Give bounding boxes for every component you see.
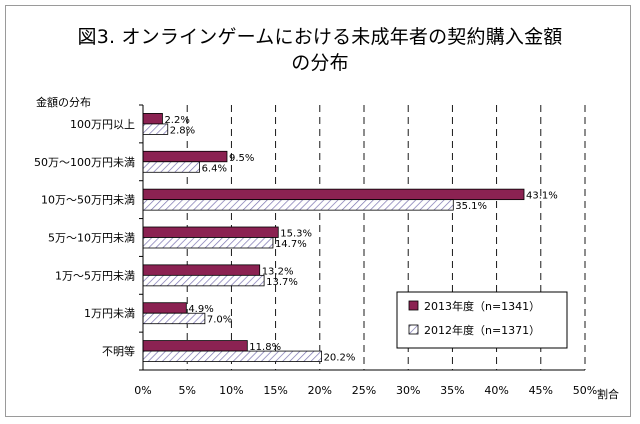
y-category-label: 1万円未満 bbox=[84, 307, 135, 320]
bar-2012 bbox=[142, 312, 206, 325]
y-category-label: 10万～50万円未満 bbox=[41, 194, 135, 207]
data-label: 20.2% bbox=[324, 353, 356, 364]
bar-2012 bbox=[142, 350, 322, 362]
bar-2013 bbox=[142, 302, 187, 314]
legend-box bbox=[396, 291, 568, 349]
x-tick-label: 50% bbox=[573, 384, 597, 397]
x-tick-label: 45% bbox=[529, 384, 553, 397]
axes: 0% 5% 10% 15% 20% 25% 30% 35% 40% 45% 50% 100万円以上 50… bbox=[34, 104, 597, 397]
legend-label-2012: 2012年度（n=1371） bbox=[424, 323, 540, 337]
chart-title-line-1: 図3. オンラインゲームにおける未成年者の契約購入金額 bbox=[77, 26, 563, 48]
y-category-label: 1万～5万円未満 bbox=[55, 269, 135, 282]
x-tick-label: 35% bbox=[440, 384, 464, 397]
y-category-label: 50万～100万円未満 bbox=[34, 156, 135, 169]
bar-2013 bbox=[142, 226, 279, 238]
data-label: 15.3% bbox=[280, 229, 312, 240]
bar-2012 bbox=[142, 237, 274, 249]
bar-2013 bbox=[142, 150, 228, 163]
data-label: 4.9% bbox=[188, 304, 213, 315]
x-tick-label: 40% bbox=[484, 384, 508, 397]
x-axis-label: 割合 bbox=[597, 387, 619, 401]
x-tick-label: 25% bbox=[352, 384, 376, 397]
data-label: 2.2% bbox=[164, 115, 189, 126]
legend-swatch-2013 bbox=[408, 300, 419, 311]
legend: 2013年度（n=1341） 2012年度（n=1371） bbox=[396, 291, 568, 349]
data-label: 7.0% bbox=[207, 315, 232, 326]
data-label: 2.8% bbox=[170, 125, 195, 136]
data-label: 9.5% bbox=[229, 153, 254, 164]
bar-2013 bbox=[142, 188, 525, 201]
legend-swatch-2012 bbox=[408, 324, 419, 335]
x-tick-label: 0% bbox=[134, 384, 151, 397]
x-tick-label: 30% bbox=[396, 384, 420, 397]
y-axis-label: 金額の分布 bbox=[36, 95, 91, 109]
data-label: 14.7% bbox=[275, 239, 307, 250]
bar-2012 bbox=[142, 123, 169, 135]
data-label: 11.8% bbox=[249, 342, 281, 353]
x-tick-label: 5% bbox=[178, 384, 195, 397]
x-tick-label: 15% bbox=[263, 384, 287, 397]
bar-2012 bbox=[142, 161, 200, 173]
data-label: 35.1% bbox=[455, 201, 487, 212]
y-category-label: 100万円以上 bbox=[70, 118, 135, 131]
data-label: 43.1% bbox=[526, 191, 558, 202]
y-category-label: 5万～10万円未満 bbox=[48, 232, 135, 245]
data-label: 13.7% bbox=[266, 277, 298, 288]
legend-label-2013: 2013年度（n=1341） bbox=[424, 299, 540, 313]
x-tick-label: 20% bbox=[308, 384, 332, 397]
y-category-label: 不明等 bbox=[102, 344, 135, 358]
bar-2012 bbox=[142, 199, 454, 211]
bar-2013 bbox=[142, 340, 248, 352]
x-tick-label: 10% bbox=[219, 384, 243, 397]
bar-2012 bbox=[142, 274, 265, 287]
data-label: 13.2% bbox=[262, 266, 294, 277]
bar-2013 bbox=[142, 264, 261, 276]
chart-title-line-2: の分布 bbox=[291, 52, 349, 74]
bar-2013 bbox=[142, 113, 163, 125]
data-label: 6.4% bbox=[202, 163, 227, 174]
